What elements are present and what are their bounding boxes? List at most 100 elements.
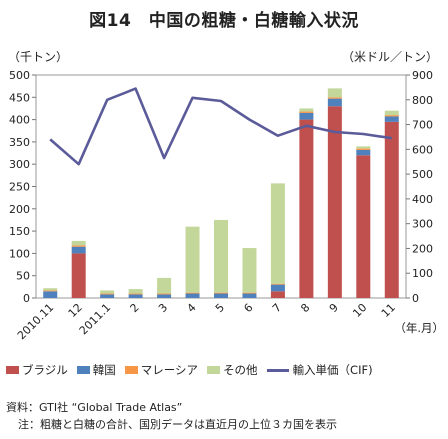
right-axis-unit: （米ドル／トン）: [341, 50, 438, 64]
bar-malaysia: [299, 111, 314, 113]
legend-label-price: 輸入単価（CIF): [292, 363, 373, 377]
bar-malaysia: [71, 245, 86, 247]
bar-malaysia: [356, 148, 371, 150]
legend-item-price: 輸入単価（CIF): [266, 362, 373, 378]
legend-item-other: その他: [207, 362, 258, 378]
left-axis-unit: （千トン）: [8, 50, 69, 64]
legend-swatch-brazil: [6, 366, 19, 374]
left-axis-tick-label: 50: [16, 270, 30, 283]
bar-korea: [327, 98, 342, 107]
x-axis-tick-label: 2011.1: [77, 301, 113, 337]
legend-swatch-other: [207, 366, 221, 374]
legend-label-korea: 韓国: [92, 363, 116, 377]
x-axis-tick-label: 9: [327, 301, 341, 315]
left-axis-tick-label: 450: [9, 91, 30, 104]
bar-korea: [214, 293, 228, 298]
bar-other: [384, 110, 399, 116]
bar-korea: [128, 294, 143, 298]
bar-korea: [157, 294, 172, 298]
bar-brazil: [299, 119, 314, 298]
x-axis-tick-label: 4: [185, 301, 199, 315]
bar-other: [71, 240, 86, 246]
bar-brazil: [384, 121, 399, 298]
legend-label-brazil: ブラジル: [22, 363, 68, 377]
right-axis-tick-label: 500: [412, 168, 433, 181]
x-axis-tick-label: 3: [156, 301, 170, 315]
left-axis-tick-label: 200: [9, 203, 30, 216]
right-axis-tick-label: 400: [412, 193, 433, 206]
bar-other: [242, 248, 257, 293]
bar-malaysia: [214, 292, 228, 294]
bar-other: [270, 183, 285, 284]
bar-other: [214, 219, 228, 293]
bar-korea: [384, 116, 399, 122]
right-axis-tick-label: 200: [412, 242, 433, 255]
x-axis-tick-label: 8: [298, 301, 312, 315]
bar-other: [185, 226, 200, 293]
left-axis-tick-label: 300: [9, 158, 30, 171]
x-axis-tick-label: 7: [270, 301, 284, 315]
bar-korea: [71, 246, 86, 254]
x-axis-tick-label: 12: [66, 301, 85, 320]
bar-other: [327, 88, 342, 98]
bar-malaysia: [270, 283, 285, 285]
bar-other: [299, 108, 314, 112]
legend-swatch-price: [266, 368, 289, 372]
bar-korea: [185, 293, 200, 298]
legend: ブラジル 韓国 マレーシア その他 輸入単価（CIF): [6, 362, 446, 378]
bar-malaysia: [327, 97, 342, 99]
legend-item-malaysia: マレーシア: [124, 362, 199, 378]
bar-other: [100, 290, 115, 294]
right-axis-tick-label: 300: [412, 218, 433, 231]
price-line: [49, 87, 392, 166]
bar-korea: [356, 149, 371, 156]
legend-item-korea: 韓国: [76, 362, 116, 378]
right-axis-tick-label: 900: [412, 69, 433, 82]
legend-label-other: その他: [223, 363, 258, 377]
x-axis-tick-label: 10: [350, 301, 369, 320]
right-axis-tick-label: 700: [412, 119, 433, 132]
left-axis-tick-label: 350: [9, 136, 30, 149]
bar-other: [356, 146, 371, 149]
legend-label-malaysia: マレーシア: [140, 363, 199, 377]
chart-title: 図14 中国の粗糖・白糖輸入状況: [89, 11, 359, 31]
bar-malaysia: [100, 293, 115, 295]
bar-malaysia: [157, 293, 172, 295]
footnote: 注：粗糖と白糖の合計、国別データは直近月の上位３カ国を表示: [18, 418, 337, 431]
left-axis-tick-label: 250: [9, 181, 30, 194]
left-axis-tick-label: 150: [9, 225, 30, 238]
bar-other: [43, 288, 58, 291]
left-axis-tick-label: 0: [23, 292, 30, 305]
right-axis-tick-label: 100: [412, 267, 433, 280]
chart-svg: 0 50 100 150 200 250 300 350 400 450 500 0 100 200 300…: [9, 69, 444, 342]
bar-brazil: [327, 106, 342, 298]
bar-korea: [242, 293, 257, 298]
x-axis-tick-label: 2: [128, 301, 142, 315]
bar-malaysia: [43, 290, 58, 292]
x-axis-unit: （年.月）: [394, 321, 444, 335]
bar-malaysia: [384, 115, 399, 117]
bar-korea: [299, 112, 314, 120]
right-axis-tick-label: 800: [412, 94, 433, 107]
x-axis-tick-label: 11: [379, 301, 398, 320]
x-axis-tick-label: 2010.11: [15, 301, 56, 342]
left-axis-tick-label: 100: [9, 247, 30, 260]
x-axis-tick-label: 5: [213, 301, 227, 315]
bar-korea: [100, 294, 115, 298]
legend-item-brazil: ブラジル: [6, 362, 68, 378]
source-note: 資料：GTI社 “Global Trade Atlas”: [6, 401, 183, 414]
notes: 資料：GTI社 “Global Trade Atlas” 注：粗糖と白糖の合計、…: [6, 399, 337, 433]
x-axis-tick-label: 6: [241, 301, 255, 315]
bar-malaysia: [128, 293, 143, 295]
legend-swatch-korea: [76, 366, 90, 374]
bar-malaysia: [185, 292, 200, 294]
bar-korea: [270, 284, 285, 292]
legend-swatch-malaysia: [124, 366, 138, 374]
bar-other: [157, 277, 172, 294]
bar-brazil: [270, 291, 285, 298]
bar-brazil: [71, 253, 86, 298]
left-axis-tick-label: 500: [9, 69, 30, 82]
bar-other: [128, 289, 143, 294]
bar-brazil: [356, 155, 371, 298]
